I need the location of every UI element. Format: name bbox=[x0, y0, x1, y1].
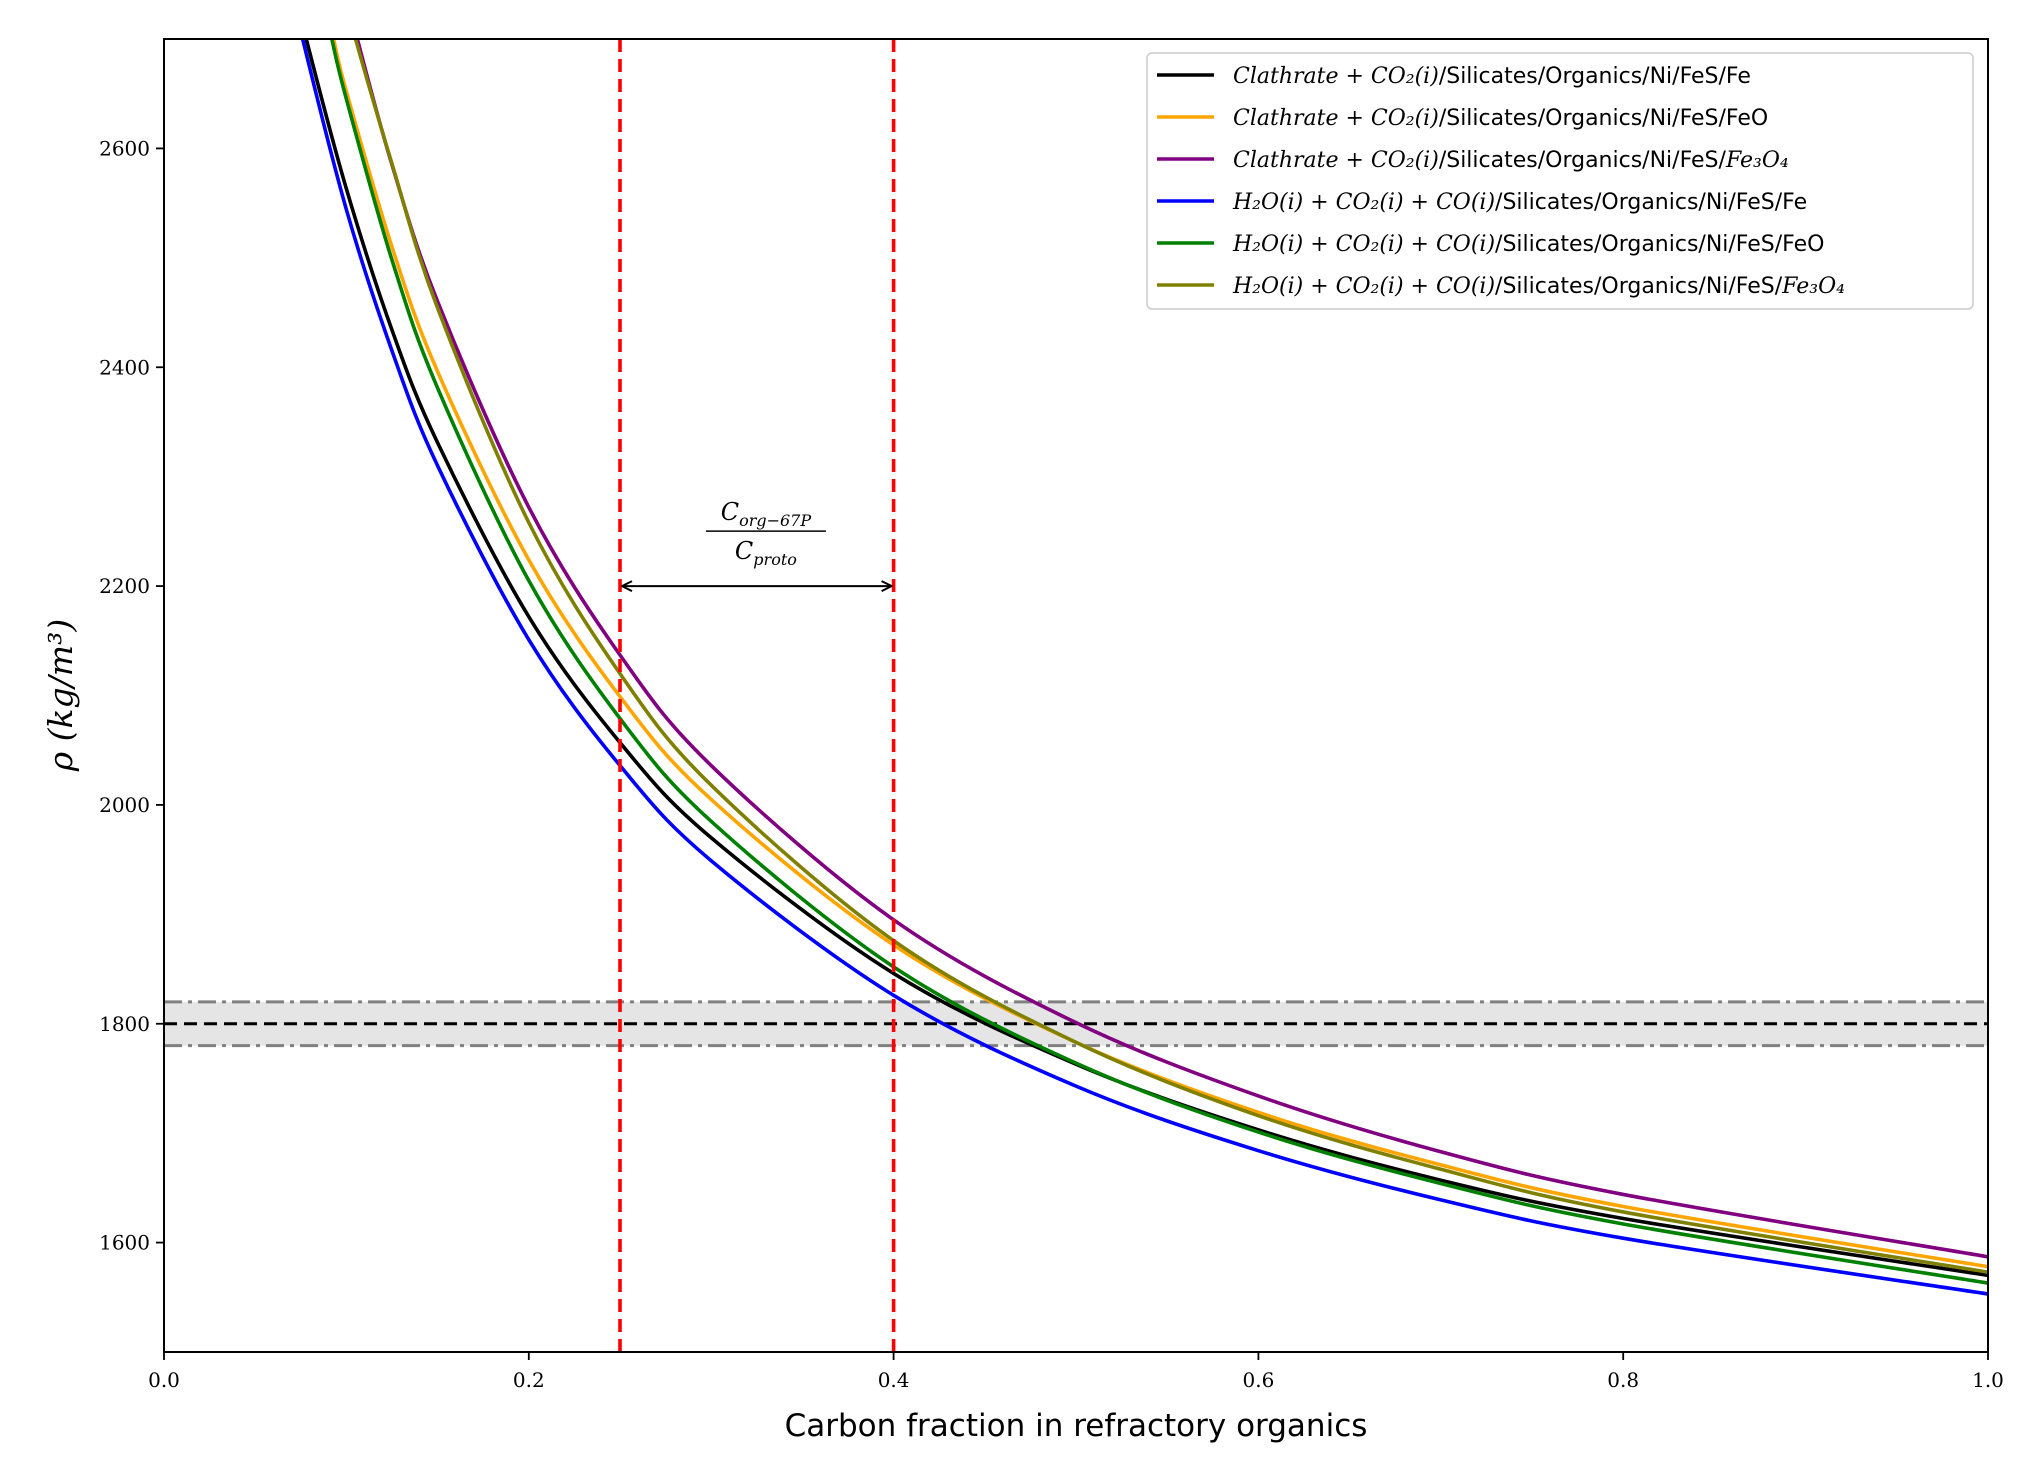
legend-label: H₂O(i) + CO₂(i) + CO(i)/Silicates/Organi… bbox=[1232, 274, 1845, 299]
annotation: Corg−67P Cproto bbox=[622, 498, 892, 586]
legend-label-tail: Fe₃O₄ bbox=[1781, 274, 1845, 299]
plot-frame bbox=[163, 38, 1989, 1353]
y-tick-label: 1800 bbox=[99, 1012, 150, 1036]
x-tick-label: 0.0 bbox=[148, 1368, 180, 1392]
y-tick-label: 2600 bbox=[99, 136, 150, 160]
legend-label-math: H₂O(i) + CO₂(i) + CO(i) bbox=[1232, 274, 1495, 299]
legend-label: Clathrate + CO₂(i)/Silicates/Organics/Ni… bbox=[1233, 64, 1751, 89]
y-axis-ticks: 1600 1800 2000 2200 2400 2600 bbox=[99, 136, 164, 1255]
series-line-5 bbox=[329, 39, 1988, 1285]
x-tick-label: 1.0 bbox=[1972, 1368, 2004, 1392]
legend-label-text: /Silicates/Organics/Ni/FeS/Fe bbox=[1495, 190, 1807, 215]
legend-label-tail: Fe₃O₄ bbox=[1725, 148, 1789, 173]
legend-label: Clathrate + CO₂(i)/Silicates/Organics/Ni… bbox=[1233, 106, 1768, 131]
series-line-1 bbox=[304, 39, 1988, 1278]
legend-label-text: /Silicates/Organics/Ni/FeS/Fe bbox=[1439, 64, 1751, 89]
legend-label-text: /Silicates/Organics/Ni/FeS/ bbox=[1439, 148, 1727, 173]
series-line-2 bbox=[331, 39, 1988, 1269]
x-tick-label: 0.8 bbox=[1607, 1368, 1639, 1392]
annotation-denominator: Cproto bbox=[735, 537, 797, 569]
y-tick-label: 2200 bbox=[99, 574, 150, 598]
legend-label-text: /Silicates/Organics/Ni/FeS/ bbox=[1495, 274, 1783, 299]
legend: Clathrate + CO₂(i)/Silicates/Organics/Ni… bbox=[1146, 52, 1974, 310]
legend-label-math: H₂O(i) + CO₂(i) + CO(i) bbox=[1232, 190, 1495, 215]
x-axis-label: Carbon fraction in refractory organics bbox=[785, 1408, 1368, 1444]
legend-label-math: Clathrate + CO₂(i) bbox=[1233, 106, 1439, 131]
series-line-6 bbox=[353, 39, 1988, 1274]
annotation-numerator: Corg−67P bbox=[721, 498, 812, 530]
x-tick-label: 0.6 bbox=[1242, 1368, 1274, 1392]
legend-label-text: /Silicates/Organics/Ni/FeS/FeO bbox=[1495, 232, 1824, 257]
series-line-4 bbox=[300, 39, 1988, 1296]
reference-lines bbox=[164, 1000, 1988, 1048]
y-tick-label: 1600 bbox=[99, 1231, 150, 1255]
legend-label-math: Clathrate + CO₂(i) bbox=[1233, 64, 1439, 89]
series-lines bbox=[300, 39, 1988, 1352]
y-tick-label: 2400 bbox=[99, 355, 150, 379]
y-axis-label: ρ (kg/m³) bbox=[41, 619, 80, 772]
legend-label: H₂O(i) + CO₂(i) + CO(i)/Silicates/Organi… bbox=[1232, 190, 1807, 215]
x-tick-label: 0.2 bbox=[513, 1368, 545, 1392]
legend-box bbox=[1146, 52, 1974, 310]
legend-label: H₂O(i) + CO₂(i) + CO(i)/Silicates/Organi… bbox=[1232, 232, 1824, 257]
legend-label-math: H₂O(i) + CO₂(i) + CO(i) bbox=[1232, 232, 1495, 257]
legend-label-math: Clathrate + CO₂(i) bbox=[1233, 148, 1439, 173]
legend-label: Clathrate + CO₂(i)/Silicates/Organics/Ni… bbox=[1233, 148, 1789, 173]
x-tick-label: 0.4 bbox=[878, 1368, 910, 1392]
y-tick-label: 2000 bbox=[99, 793, 150, 817]
x-axis-ticks: 0.0 0.2 0.4 0.6 0.8 1.0 bbox=[148, 1352, 2004, 1392]
legend-label-text: /Silicates/Organics/Ni/FeS/FeO bbox=[1439, 106, 1768, 131]
